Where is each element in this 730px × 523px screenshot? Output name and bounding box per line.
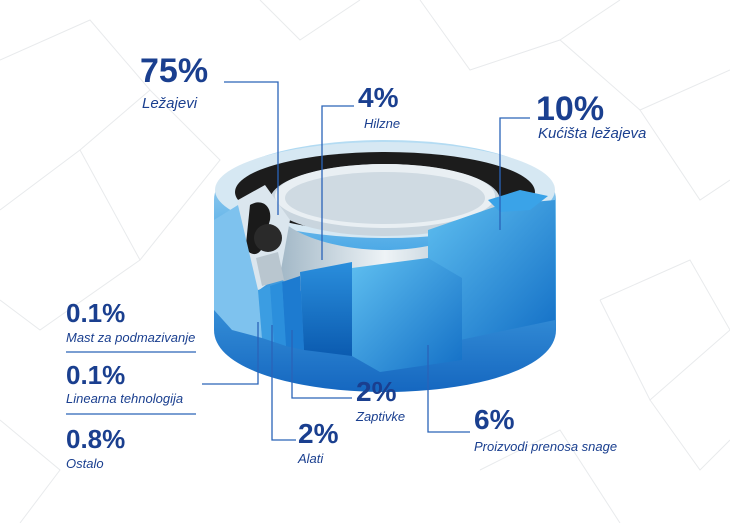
share-blocks [214, 190, 555, 372]
block-2b [270, 282, 286, 346]
leader-2a [271, 325, 296, 441]
block-4 [300, 262, 352, 356]
label-kucista: Kućišta ležajeva [538, 125, 647, 142]
block-6 [352, 258, 462, 372]
label-mast: Mast za podmazivanje [66, 330, 196, 345]
leader-lines [66, 81, 530, 441]
label-zaptivke: Zaptivke [356, 409, 406, 424]
value-proizvodi: 6% [474, 404, 515, 435]
value-mast: 0.1% [66, 298, 126, 328]
value-linearna: 0.1% [66, 360, 126, 390]
block-2a [282, 276, 304, 350]
value-lezajevi: 75% [140, 52, 209, 90]
leader-75 [224, 81, 279, 215]
value-alati: 2% [298, 418, 339, 449]
value-kucista: 10% [536, 90, 605, 128]
leader-10 [499, 117, 530, 230]
label-linearna: Linearna tehnologija [66, 391, 184, 406]
label-proizvodi: Proizvodi prenosa snage [474, 439, 618, 454]
label-alati: Alati [298, 451, 324, 466]
leader-6 [427, 345, 470, 433]
value-hilzne: 4% [358, 82, 399, 113]
leader-2z [291, 330, 352, 399]
value-ostalo: 0.8% [66, 424, 126, 454]
leader-4 [321, 105, 354, 260]
block-small [258, 286, 274, 342]
leader-left [202, 322, 259, 385]
label-lezajevi: Ležajevi [142, 95, 198, 112]
value-zaptivke: 2% [356, 376, 397, 407]
label-ostalo: Ostalo [66, 456, 104, 471]
label-hilzne: Hilzne [364, 116, 401, 131]
